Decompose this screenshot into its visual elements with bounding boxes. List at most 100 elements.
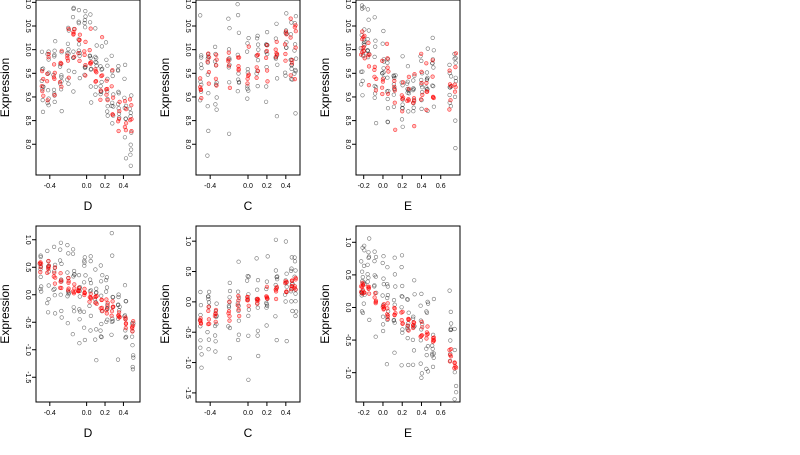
data-point <box>293 299 298 304</box>
y-axis-label: Expression <box>318 284 332 343</box>
data-point <box>206 54 211 59</box>
data-point <box>38 274 43 280</box>
data-point <box>418 54 423 59</box>
data-point <box>87 277 93 282</box>
data-point <box>93 337 98 342</box>
data-point <box>419 77 424 83</box>
data-point <box>392 306 397 311</box>
data-point <box>103 289 109 294</box>
data-point <box>198 316 203 321</box>
data-point <box>127 97 133 102</box>
data-point <box>206 317 211 322</box>
data-point <box>122 283 128 288</box>
data-point <box>110 318 115 324</box>
data-point <box>283 58 288 63</box>
y-tick-label: 11.0 <box>184 0 191 9</box>
data-point <box>448 354 454 359</box>
data-point <box>424 70 430 75</box>
data-point <box>245 86 250 91</box>
data-point <box>283 279 288 284</box>
data-point <box>419 80 424 86</box>
data-point <box>81 325 87 330</box>
data-point <box>288 16 293 21</box>
data-point <box>206 69 211 75</box>
data-point <box>361 48 367 54</box>
data-point <box>274 275 279 280</box>
data-point <box>290 308 295 314</box>
data-point <box>206 337 211 342</box>
y-tick-label: 8.5 <box>184 116 191 126</box>
data-point <box>46 258 51 264</box>
data-point <box>66 68 71 73</box>
data-point <box>99 44 104 49</box>
data-point <box>227 56 232 61</box>
data-point <box>213 307 219 313</box>
series-2 <box>359 29 459 132</box>
data-point <box>293 268 298 273</box>
data-point <box>52 265 58 270</box>
data-point <box>264 279 270 284</box>
data-point <box>129 129 134 134</box>
data-point <box>58 292 63 297</box>
data-point <box>77 341 82 346</box>
data-point <box>128 152 133 157</box>
data-point <box>292 284 298 289</box>
data-point <box>274 296 279 302</box>
data-point <box>123 321 128 327</box>
data-point <box>245 84 250 89</box>
data-point <box>365 36 370 42</box>
data-point <box>199 53 204 58</box>
data-point <box>214 63 219 68</box>
data-point <box>289 61 295 66</box>
data-point <box>58 81 63 86</box>
data-point <box>406 86 412 91</box>
data-point <box>83 9 88 14</box>
data-point <box>452 361 457 366</box>
data-point <box>116 106 121 111</box>
data-point <box>105 98 110 103</box>
data-point <box>206 81 211 86</box>
data-point <box>431 84 436 89</box>
data-point <box>70 247 76 252</box>
data-point <box>199 55 204 60</box>
data-point <box>246 73 251 78</box>
data-point <box>431 104 437 109</box>
x-tick-label: -0.4 <box>44 183 56 190</box>
data-point <box>58 279 63 284</box>
data-point <box>236 13 241 18</box>
data-point <box>105 302 110 308</box>
data-point <box>111 304 116 309</box>
data-point <box>381 254 386 259</box>
data-point <box>214 57 219 62</box>
data-point <box>115 68 121 73</box>
data-point <box>116 128 121 134</box>
data-point <box>38 286 43 292</box>
data-point <box>99 305 104 311</box>
data-point <box>275 76 280 81</box>
data-point <box>425 46 430 51</box>
data-point <box>405 326 410 331</box>
data-point <box>110 253 115 258</box>
data-point <box>366 255 371 261</box>
data-point <box>420 322 425 327</box>
data-point <box>447 68 452 73</box>
y-tick-label: 0.5 <box>344 270 351 280</box>
data-point <box>400 309 405 314</box>
data-point <box>360 37 365 42</box>
data-point <box>130 364 135 370</box>
data-point <box>93 267 98 272</box>
data-point <box>88 61 93 66</box>
data-point <box>109 309 115 314</box>
data-point <box>128 163 133 168</box>
data-point <box>293 313 298 319</box>
data-point <box>123 299 128 304</box>
data-point <box>226 50 231 55</box>
data-point <box>213 323 218 329</box>
data-point <box>430 364 436 370</box>
data-point <box>405 86 410 92</box>
data-point <box>254 65 259 70</box>
data-point <box>448 327 453 333</box>
data-point <box>98 83 103 89</box>
data-point <box>372 259 377 264</box>
data-point <box>373 298 379 304</box>
